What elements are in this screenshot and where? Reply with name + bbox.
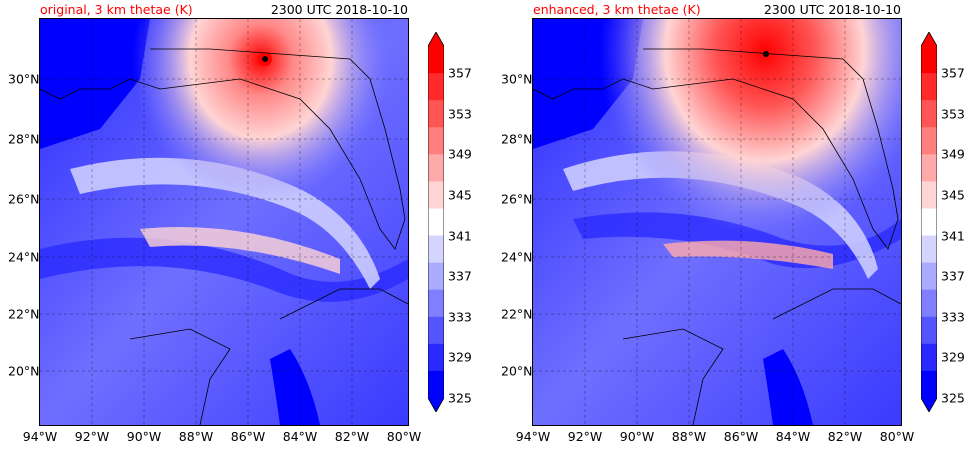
lon-label: 86°W [723,429,759,444]
lat-label: 28°N [501,131,533,147]
lon-label: 94°W [515,429,551,444]
colorbar-tick-label: 357 [448,65,472,81]
lon-label: 88°W [178,429,214,444]
lat-label: 26°N [501,191,533,207]
lat-label: 20°N [8,363,40,379]
lat-label: 26°N [8,191,40,207]
lon-label: 84°W [775,429,811,444]
colorbar-band [428,154,444,182]
lon-label: 90°W [126,429,162,444]
panel-time: 2300 UTC 2018-10-10 [763,2,901,17]
lat-label: 30°N [501,71,533,87]
colorbar-tick-label: 333 [941,309,965,325]
lat-label: 28°N [8,131,40,147]
colorbar-tick-label: 345 [448,187,472,203]
colorbar-tick-label: 333 [448,309,472,325]
colorbar-tick-label: 329 [448,349,472,365]
thetae-map [39,18,409,426]
panel-title: enhanced, 3 km thetae (K) [533,2,701,17]
colorbar-tick-label: 337 [941,268,965,284]
colorbar-band [921,208,937,237]
colorbar-extend-max [428,32,444,46]
colorbar-tick-label: 357 [941,65,965,81]
lon-label: 86°W [230,429,266,444]
colorbar-band [921,181,937,209]
lat-label: 24°N [8,249,40,265]
lat-label: 22°N [8,306,40,322]
colorbar-band [921,289,937,318]
colorbar-band [428,316,444,345]
lon-label: 82°W [334,429,370,444]
colorbar-labels: 357 353 349 345 341 337 333 329 325 [941,32,972,412]
colorbar-band [428,262,444,291]
lon-label: 80°W [386,429,422,444]
colorbar-band [921,127,937,155]
lon-label: 80°W [879,429,915,444]
colorbar-band [428,343,444,372]
colorbar-extend-min [921,398,937,412]
colorbar-band [428,289,444,318]
lat-label: 24°N [501,249,533,265]
colorbar-band [921,46,937,74]
colorbar-tick-label: 345 [941,187,965,203]
colorbar-band [428,235,444,264]
colorbar-band [921,235,937,264]
lon-label: 94°W [22,429,58,444]
panel-title: original, 3 km thetae (K) [40,2,193,17]
colorbar-band [921,316,937,345]
colorbar [428,32,444,412]
colorbar-tick-label: 325 [448,390,472,406]
colorbar-tick-label: 353 [448,106,472,122]
panel-time: 2300 UTC 2018-10-10 [270,2,408,17]
lat-label: 30°N [8,71,40,87]
colorbar-band [921,154,937,182]
lat-label: 22°N [501,306,533,322]
colorbar-band [428,370,444,399]
lon-label: 92°W [567,429,603,444]
colorbar-band [921,73,937,101]
lon-label: 88°W [671,429,707,444]
colorbar-extend-min [428,398,444,412]
colorbar-tick-label: 341 [941,228,965,244]
colorbar-band [921,370,937,399]
colorbar-tick-label: 341 [448,228,472,244]
lon-label: 92°W [74,429,110,444]
colorbar-band [428,181,444,209]
panel-original: original, 3 km thetae (K) 2300 UTC 2018-… [8,2,488,444]
colorbar-tick-label: 349 [941,146,965,162]
colorbar-band [921,100,937,128]
thetae-map [532,18,902,426]
colorbar-tick-label: 329 [941,349,965,365]
colorbar-extend-max [921,32,937,46]
panel-enhanced: enhanced, 3 km thetae (K) 2300 UTC 2018-… [493,0,972,449]
colorbar-band [921,343,937,372]
lat-label: 20°N [501,363,533,379]
colorbar-tick-label: 325 [941,390,965,406]
colorbar-tick-label: 349 [448,146,472,162]
colorbar-tick-label: 337 [448,268,472,284]
colorbar-band [428,100,444,128]
lon-label: 90°W [619,429,655,444]
colorbar-band [428,208,444,237]
lon-label: 84°W [282,429,318,444]
lon-label: 82°W [827,429,863,444]
colorbar-band [921,262,937,291]
colorbar-band [428,73,444,101]
colorbar-tick-label: 353 [941,106,965,122]
colorbar-labels: 357 353 349 345 341 337 333 329 325 [448,32,488,412]
colorbar [921,32,937,412]
colorbar-band [428,46,444,74]
colorbar-band [428,127,444,155]
